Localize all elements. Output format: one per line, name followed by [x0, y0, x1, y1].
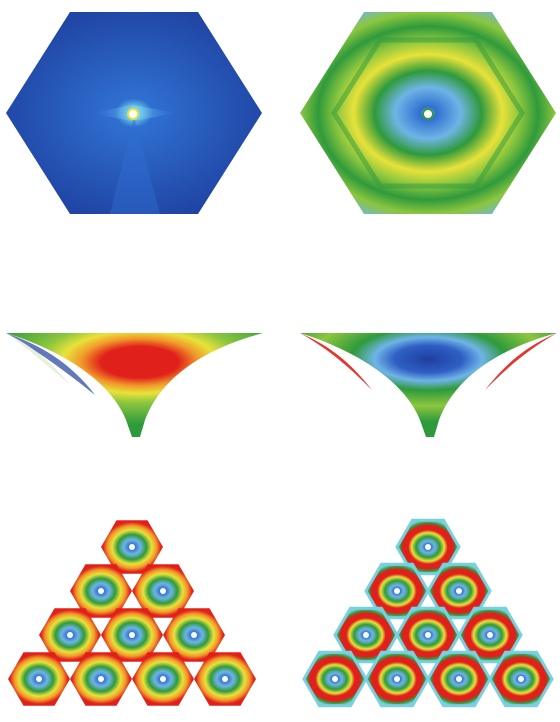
hexagon-top-left-wedge [110, 116, 160, 214]
pyramid-left-cell-hole-3-3 [222, 676, 228, 682]
hexagon-field-top-left [6, 12, 262, 214]
pyramid-left-cell-hole-3-0 [36, 676, 42, 682]
hexagon-top-right-ring [331, 37, 525, 189]
pyramid-right-cell-hole-2-2 [487, 632, 493, 638]
pyramid-right-cell-hole-3-2 [456, 676, 462, 682]
hexagon-top-left-hole [127, 108, 139, 120]
funnel-field-middle-right [300, 333, 557, 437]
pyramid-left-cell-hole-2-1 [129, 632, 135, 638]
pyramid-right-cell-hole-1-0 [394, 588, 400, 594]
pyramid-right-cell-hole-3-1 [394, 676, 400, 682]
pyramid-left-cell-hole-1-0 [98, 588, 104, 594]
hexagon-array-bottom-right [302, 518, 554, 708]
pyramid-left-cell-hole-2-2 [191, 632, 197, 638]
funnel-field-middle-left [6, 333, 263, 437]
pyramid-right-cell-hole-2-0 [363, 632, 369, 638]
pyramid-right-cell-hole-1-1 [456, 588, 462, 594]
funnel-left-fill [6, 333, 263, 437]
funnel-right-fill [300, 333, 557, 437]
hexagon-array-bottom-left [8, 520, 256, 706]
pyramid-left-cell-hole-1-1 [160, 588, 166, 594]
pyramid-right-cell-hole-3-3 [518, 676, 524, 682]
pyramid-right-cell-hole-3-0 [332, 676, 338, 682]
pyramid-right-cell-hole-0-0 [425, 544, 431, 550]
pyramid-left-cell-hole-2-0 [67, 632, 73, 638]
pyramid-left-cell-hole-3-2 [160, 676, 166, 682]
hexagon-top-right-hole [422, 108, 434, 120]
pyramid-left-cell-hole-0-0 [129, 544, 135, 550]
pyramid-left-cell-hole-3-1 [98, 676, 104, 682]
hexagon-field-top-right [300, 12, 556, 214]
pyramid-right-cell-hole-2-1 [425, 632, 431, 638]
